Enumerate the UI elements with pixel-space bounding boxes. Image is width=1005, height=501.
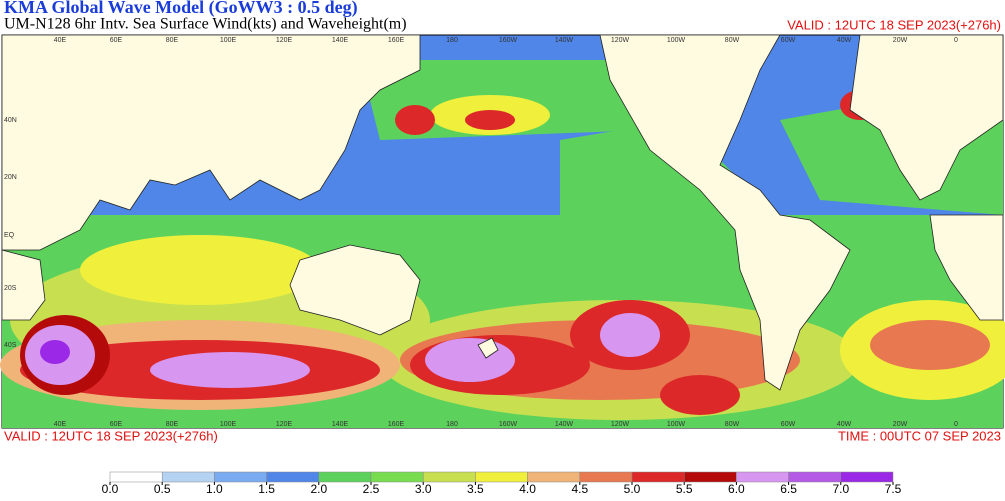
- valid-bottom: VALID : 12UTC 18 SEP 2023(+276h): [4, 428, 218, 443]
- lon-label: 120W: [611, 421, 630, 428]
- colorbar-swatch: [318, 471, 372, 483]
- colorbar-swatch: [109, 471, 163, 483]
- lon-label: 100E: [220, 421, 237, 428]
- lon-label: 0: [954, 37, 958, 44]
- lon-label: 160E: [388, 37, 405, 44]
- lon-label: 20W: [893, 421, 908, 428]
- colorbar-label: 6.0: [728, 482, 745, 496]
- lon-label: 20W: [893, 37, 908, 44]
- colorbar-swatch: [266, 471, 320, 483]
- colorbar-label: 5.0: [624, 482, 641, 496]
- lon-label: 40E: [54, 37, 67, 44]
- colorbar-label: 1.5: [258, 482, 275, 496]
- lat-label: 20N: [4, 174, 17, 181]
- colorbar-swatch: [683, 471, 737, 483]
- lon-label: 100W: [667, 421, 686, 428]
- lon-label: 100W: [667, 37, 686, 44]
- colorbar-swatch: [579, 471, 633, 483]
- colorbar-label: 3.5: [467, 482, 484, 496]
- map: [0, 34, 1005, 429]
- lat-label: 20S: [4, 285, 17, 292]
- lon-label: 40W: [837, 37, 852, 44]
- colorbar-label: 3.0: [415, 482, 432, 496]
- lon-label: 140W: [555, 421, 574, 428]
- colorbar-label: 4.5: [571, 482, 588, 496]
- lon-label: 100E: [220, 37, 237, 44]
- lon-label: 120E: [276, 37, 293, 44]
- colorbar-label: 0.5: [154, 482, 171, 496]
- valid-top: VALID : 12UTC 18 SEP 2023(+276h): [787, 17, 1001, 32]
- colorbar-label: 7.5: [885, 482, 902, 496]
- lon-label: 160W: [499, 421, 518, 428]
- colorbar-swatch: [736, 471, 789, 483]
- colorbar-label: 6.5: [780, 482, 797, 496]
- lon-label: 40W: [837, 421, 852, 428]
- lon-label: 60E: [110, 421, 123, 428]
- colorbar-label: 7.0: [832, 482, 849, 496]
- colorbar-swatch: [527, 471, 581, 483]
- colorbar-swatch: [788, 471, 842, 483]
- lon-label: 80W: [725, 421, 740, 428]
- lon-label: 60W: [781, 37, 796, 44]
- lon-label: 120E: [276, 421, 293, 428]
- colorbar-swatch: [422, 471, 476, 483]
- lon-label: 80W: [725, 37, 740, 44]
- colorbar-swatch: [214, 471, 267, 483]
- lon-label: 40E: [54, 421, 67, 428]
- colorbar-swatch: [161, 471, 215, 483]
- lon-label: 140W: [555, 37, 574, 44]
- lon-label: 80E: [166, 421, 179, 428]
- land: [1, 34, 1004, 391]
- lon-label: 0: [954, 421, 958, 428]
- lon-label: 140E: [332, 37, 349, 44]
- title: KMA Global Wave Model (GoWW3 : 0.5 deg): [4, 0, 358, 18]
- subtitle: UM-N128 6hr Intv. Sea Surface Wind(kts) …: [4, 16, 407, 33]
- lat-label: 40S: [4, 342, 17, 349]
- lon-label: 60E: [110, 37, 123, 44]
- lon-label: 80E: [166, 37, 179, 44]
- colorbar-label: 2.0: [310, 482, 327, 496]
- lon-label: 60W: [781, 421, 796, 428]
- lon-label: 160W: [499, 37, 518, 44]
- colorbar-swatch: [475, 471, 528, 483]
- lon-label: 160E: [388, 421, 405, 428]
- colorbar-label: 1.0: [206, 482, 223, 496]
- colorbar-label: 2.5: [363, 482, 380, 496]
- colorbar-label: 4.0: [519, 482, 536, 496]
- colorbar-swatch: [631, 471, 685, 483]
- lon-label: 120W: [611, 37, 630, 44]
- lat-label: EQ: [4, 232, 15, 239]
- lat-label: 40N: [4, 117, 17, 124]
- time: TIME : 00UTC 07 SEP 2023: [838, 428, 1001, 443]
- colorbar-swatch: [840, 471, 894, 483]
- colorbar-swatch: [370, 471, 424, 483]
- colorbar-label: 0.0: [102, 482, 119, 496]
- lon-label: 180: [446, 421, 458, 428]
- colorbar-label: 5.5: [676, 482, 693, 496]
- lon-label: 140E: [332, 421, 349, 428]
- lon-label: 180: [446, 37, 458, 44]
